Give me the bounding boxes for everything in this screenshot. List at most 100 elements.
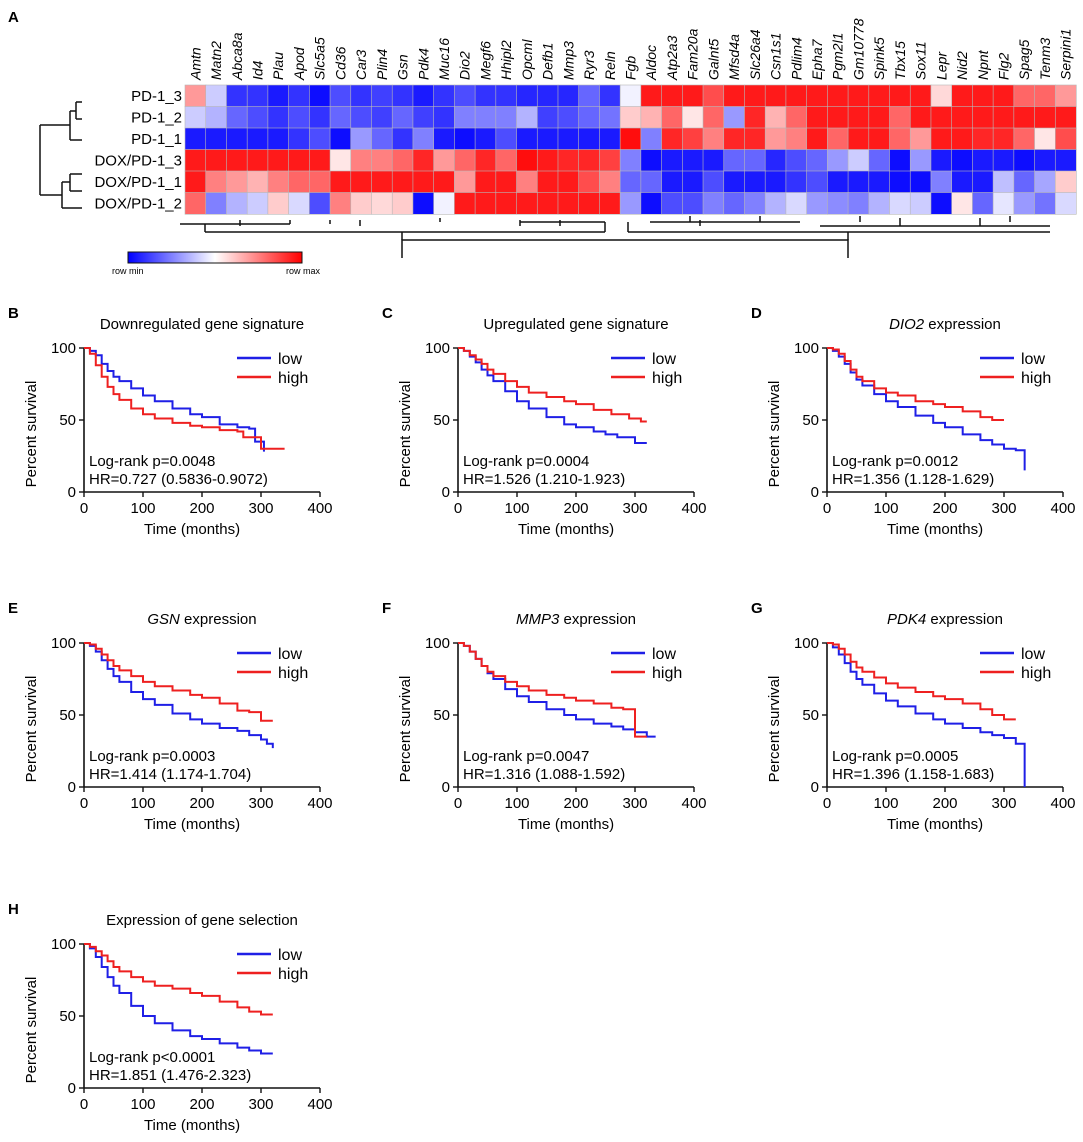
heatmap-cell [516, 106, 538, 129]
survival-curve-low [458, 642, 656, 738]
heatmap-cell [246, 149, 269, 172]
heatmap-cell [640, 127, 663, 151]
heatmap-cell [1034, 106, 1056, 129]
y-axis-label: Percent survival [397, 676, 414, 783]
heatmap-cell [1054, 149, 1077, 172]
heatmap-cell [744, 149, 766, 172]
heatmap-cell [371, 170, 393, 194]
heatmap-cell [785, 127, 808, 151]
panel-letter: B [8, 305, 19, 322]
gene-label: Slc5a5 [312, 37, 328, 80]
heatmap-cell [951, 84, 973, 108]
heatmap-cell [226, 192, 248, 215]
heatmap-cell [847, 149, 870, 172]
legend-high-label: high [278, 370, 308, 387]
heatmap-cell [930, 127, 953, 151]
gene-label: Spink5 [871, 37, 887, 80]
heatmap-cell [599, 192, 621, 215]
x-tick-label: 300 [991, 795, 1016, 812]
heatmap-cell [205, 149, 228, 172]
logrank-text: Log-rank p=0.0005 [832, 748, 958, 765]
sample-label: PD-1_1 [131, 131, 182, 148]
x-tick-label: 100 [504, 500, 529, 517]
panel-letter: H [8, 901, 19, 918]
heatmap-cell [1013, 149, 1036, 172]
heatmap-cell [433, 106, 455, 129]
heatmap-cell [1054, 127, 1077, 151]
y-tick-label: 100 [51, 635, 76, 652]
heatmap-cell [785, 192, 808, 215]
heatmap-cell [744, 84, 766, 108]
x-axis-label: Time (months) [144, 816, 240, 833]
chart-title: Downregulated gene signature [100, 316, 304, 333]
heatmap-cell [288, 127, 310, 151]
x-tick-label: 300 [991, 500, 1016, 517]
chart-title: Upregulated gene signature [483, 316, 668, 333]
x-tick-label: 100 [873, 500, 898, 517]
x-tick-label: 300 [248, 500, 273, 517]
heatmap-cell [288, 192, 310, 215]
heatmap-cell [723, 84, 746, 108]
x-tick-label: 0 [823, 795, 831, 812]
gene-label: Gm10778 [850, 18, 866, 80]
heatmap-cell [495, 192, 518, 215]
heatmap-cell [433, 127, 455, 151]
heatmap-cell [702, 170, 725, 194]
gene-label: Cd36 [332, 46, 348, 80]
heatmap-cell [640, 106, 663, 129]
heatmap-cell [599, 106, 621, 129]
heatmap-cell [930, 106, 953, 129]
y-tick-label: 50 [59, 707, 76, 724]
y-tick-label: 50 [802, 412, 819, 429]
heatmap-cell [847, 127, 870, 151]
panel-letter: C [382, 305, 393, 322]
gene-label: Galnt5 [705, 39, 721, 80]
heatmap-cell [909, 170, 932, 194]
x-tick-label: 0 [80, 1096, 88, 1113]
heatmap-cell [764, 149, 787, 172]
heatmap-cell [972, 84, 994, 108]
y-tick-label: 50 [59, 1008, 76, 1025]
heatmap-cell [1034, 84, 1056, 108]
heatmap-cell [578, 84, 601, 108]
gene-label: Lepr [933, 51, 949, 80]
heatmap-cell [391, 106, 414, 129]
y-axis-label: Percent survival [23, 676, 40, 783]
title-suffix: expression [924, 316, 1001, 333]
heatmap-cell [246, 170, 269, 194]
heatmap-cell [723, 170, 746, 194]
gene-label: Dio2 [457, 51, 473, 80]
sample-labels: PD-1_3 PD-1_2 PD-1_1 DOX/PD-1_3 DOX/PD-1_1 DO… [94, 88, 182, 213]
heatmap-cell [972, 170, 994, 194]
heatmap-cell [827, 106, 849, 129]
legend-low-label: low [1021, 351, 1045, 368]
x-tick-label: 200 [932, 500, 957, 517]
heatmap-cell [474, 170, 497, 194]
heatmap-cell [557, 170, 580, 194]
survival-panels: B Downregulated gene signature 0 100 200 300 4… [8, 305, 1076, 1134]
heatmap-cell [992, 127, 1015, 151]
heatmap-cell [889, 127, 911, 151]
x-tick-label: 0 [454, 500, 462, 517]
km-panel-h: H Expression of gene selection 0 100 200 300 4… [8, 901, 333, 1134]
survival-curve-high [84, 943, 273, 1016]
color-scale-bar [127, 251, 303, 264]
heatmap-cell [972, 149, 994, 172]
x-axis-label: Time (months) [887, 521, 983, 538]
chart-title: MMP3 expression [516, 611, 636, 628]
heatmap-cell [454, 106, 476, 129]
logrank-text: Log-rank p=0.0012 [832, 453, 958, 470]
logrank-text: Log-rank p=0.0047 [463, 748, 589, 765]
heatmap-cell [723, 106, 746, 129]
title-gene: GSN [147, 611, 180, 628]
y-tick-label: 100 [794, 340, 819, 357]
heatmap-cell [495, 149, 518, 172]
heatmap-cell [578, 192, 601, 215]
heatmap-cell [495, 106, 518, 129]
heatmap-cell [1013, 106, 1036, 129]
gene-label: Hhipl2 [498, 40, 514, 80]
heatmap-cell [640, 149, 663, 172]
heatmap-cell [205, 106, 228, 129]
heatmap-cell [847, 192, 870, 215]
heatmap-cell [682, 170, 704, 194]
